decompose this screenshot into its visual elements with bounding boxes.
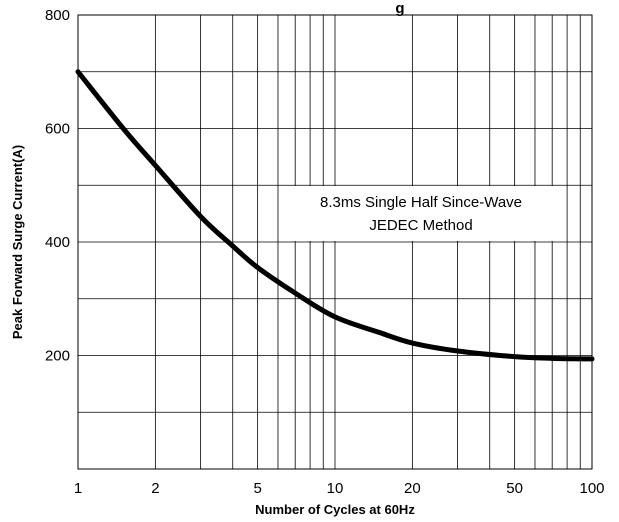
y-tick-label: 200 [45, 348, 70, 365]
tick-labels: 1 2 5 10 20 50 100 200 400 600 800 [45, 7, 605, 497]
x-tick-label: 2 [151, 480, 159, 497]
y-tick-label: 800 [45, 7, 70, 24]
x-tick-label: 1 [74, 480, 82, 497]
x-tick-label: 10 [327, 480, 344, 497]
annotation-line-2: JEDEC Method [369, 217, 472, 234]
y-tick-label: 400 [45, 234, 70, 251]
x-tick-label: 5 [253, 480, 261, 497]
x-axis-title: Number of Cycles at 60Hz [255, 502, 415, 517]
x-tick-label: 100 [579, 480, 604, 497]
x-tick-label: 50 [506, 480, 523, 497]
grid-lines [78, 15, 592, 469]
y-axis-title: Peak Forward Surge Current(A) [10, 145, 25, 339]
series-line [75, 69, 595, 362]
y-tick-label: 600 [45, 121, 70, 138]
chart-title: g [395, 0, 404, 17]
annotation-line-1: 8.3ms Single Half Since-Wave [320, 194, 522, 211]
annotation-box: 8.3ms Single Half Since-Wave JEDEC Metho… [284, 186, 558, 241]
plot-frame [77, 14, 593, 470]
x-tick-label: 20 [404, 480, 421, 497]
